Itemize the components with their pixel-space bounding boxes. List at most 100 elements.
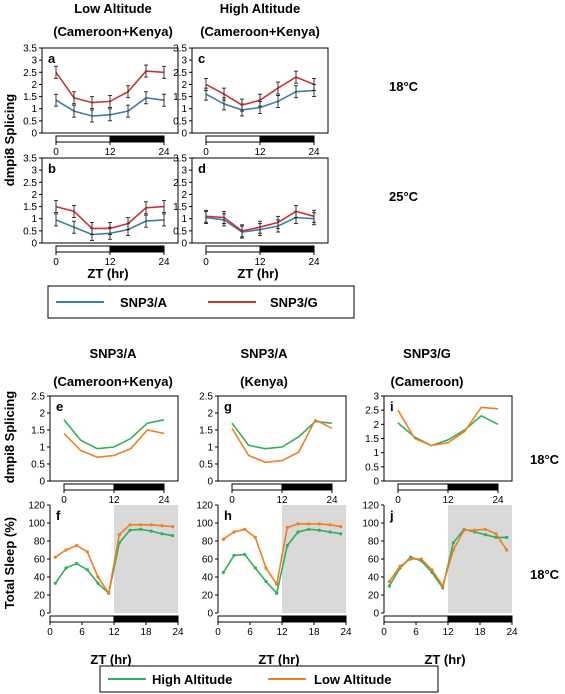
top-row-temp-25: 25°C	[389, 189, 419, 204]
series-line	[388, 528, 508, 588]
x-tick-label: 18	[474, 627, 486, 638]
y-tick-label: 0	[181, 239, 187, 250]
data-point	[505, 548, 509, 552]
light-phase-bar	[397, 483, 449, 491]
data-point	[96, 575, 100, 579]
data-point	[243, 552, 247, 557]
y-tick-label: 3.5	[173, 154, 187, 165]
y-tick-label: 1	[373, 448, 379, 459]
y-tick-label: 80	[368, 537, 380, 548]
plot-frame	[41, 157, 179, 244]
data-point	[171, 525, 175, 529]
x-tick-label: 24	[172, 627, 184, 638]
x-tick-label: 0	[203, 257, 209, 268]
y-tick-label: 20	[34, 591, 46, 602]
data-point	[409, 557, 413, 561]
top-legend: SNP3/A SNP3/G	[47, 285, 355, 319]
data-point	[139, 527, 143, 531]
data-point	[317, 528, 321, 532]
series-line	[231, 420, 333, 450]
y-tick-label: 120	[362, 501, 379, 512]
y-tick-label: 40	[368, 573, 380, 584]
x-tick-label: 12	[254, 147, 266, 158]
y-tick-label: 1	[39, 443, 45, 454]
data-point	[387, 584, 391, 588]
light-phase-bar	[63, 483, 115, 491]
y-tick-label: 2.5	[365, 406, 379, 417]
data-point	[296, 530, 300, 534]
light-phase-bar	[383, 615, 449, 623]
data-point	[462, 528, 466, 532]
y-tick-label: 0.5	[173, 226, 187, 237]
light-phase-bar	[205, 135, 261, 143]
panel-letter: i	[390, 399, 394, 414]
y-tick-label: 3	[181, 56, 187, 67]
light-phase-bar	[49, 615, 115, 623]
y-tick-label: 1.5	[173, 92, 187, 103]
data-point	[75, 543, 79, 548]
data-point	[232, 530, 236, 534]
panel-letter: h	[224, 508, 232, 523]
data-point	[264, 566, 268, 570]
data-point	[328, 530, 332, 534]
y-tick-label: 2.5	[23, 178, 37, 189]
bottom-x-axis-label-3: ZT (hr)	[424, 652, 465, 667]
y-tick-label: 1	[181, 214, 187, 225]
panel-g: 0 0.5 1 1.5 2 2.5 0 12 24 g	[199, 392, 347, 506]
y-tick-label: 0	[373, 477, 379, 488]
data-point	[85, 550, 89, 554]
light-phase-bar	[217, 615, 283, 623]
top-legend-label-snp-a: SNP3/A	[120, 295, 168, 310]
y-tick-label: 0.5	[365, 462, 379, 473]
plot-frame	[191, 47, 329, 134]
data-point	[441, 584, 445, 588]
data-point	[243, 527, 247, 531]
x-tick-label: 24	[308, 257, 320, 268]
data-point	[107, 591, 111, 595]
data-point	[398, 564, 402, 568]
x-tick-label: 6	[79, 627, 85, 638]
y-tick-label: 40	[202, 573, 214, 584]
y-tick-label: 80	[202, 537, 214, 548]
x-tick-label: 12	[276, 627, 288, 638]
data-point	[117, 533, 121, 537]
x-tick-label: 18	[308, 627, 320, 638]
top-col-title-2-line2: (Cameroon+Kenya)	[200, 24, 320, 39]
panel-f: 0 20 40 60 80 100 120 0 6 12 18 24 f	[28, 501, 184, 639]
y-tick-label: 0	[181, 129, 187, 140]
y-tick-label: 3	[181, 166, 187, 177]
data-point	[339, 525, 343, 529]
y-tick-label: 1.5	[365, 434, 379, 445]
y-tick-label: 60	[34, 555, 46, 566]
bottom-legend-box	[99, 665, 439, 693]
y-tick-label: 2	[207, 409, 213, 420]
panel-d: 0 0.511.522.533.5 0 12 24 d	[173, 154, 329, 268]
top-legend-label-snp-g: SNP3/G	[270, 295, 318, 310]
panel-i: 0 0.5 1 1.5 2 2.5 3 0 12 24 i	[365, 392, 513, 506]
bottom-col-title-2-line2: (Kenya)	[240, 374, 288, 389]
x-tick-label: 0	[61, 495, 67, 506]
data-point	[160, 532, 164, 536]
data-point	[128, 528, 132, 532]
bottom-y-axis-label-splicing: dmpi8 Splicing	[2, 391, 17, 484]
x-tick-label: 24	[308, 147, 320, 158]
data-point	[285, 525, 289, 530]
y-tick-label: 3	[31, 166, 37, 177]
x-tick-label: 24	[340, 627, 352, 638]
data-point	[85, 568, 89, 572]
y-tick-label: 0	[31, 239, 37, 250]
data-point	[317, 522, 321, 526]
data-point	[232, 553, 236, 558]
y-tick-label: 0	[207, 609, 213, 620]
data-point	[64, 566, 68, 570]
data-point	[221, 570, 225, 575]
data-point	[139, 523, 143, 527]
y-tick-label: 1	[207, 443, 213, 454]
y-tick-label: 2	[373, 420, 379, 431]
data-point	[96, 581, 100, 585]
x-tick-label: 24	[158, 257, 170, 268]
y-tick-label: 100	[196, 519, 213, 530]
x-tick-label: 12	[276, 495, 288, 506]
dark-phase-bar	[259, 135, 315, 143]
